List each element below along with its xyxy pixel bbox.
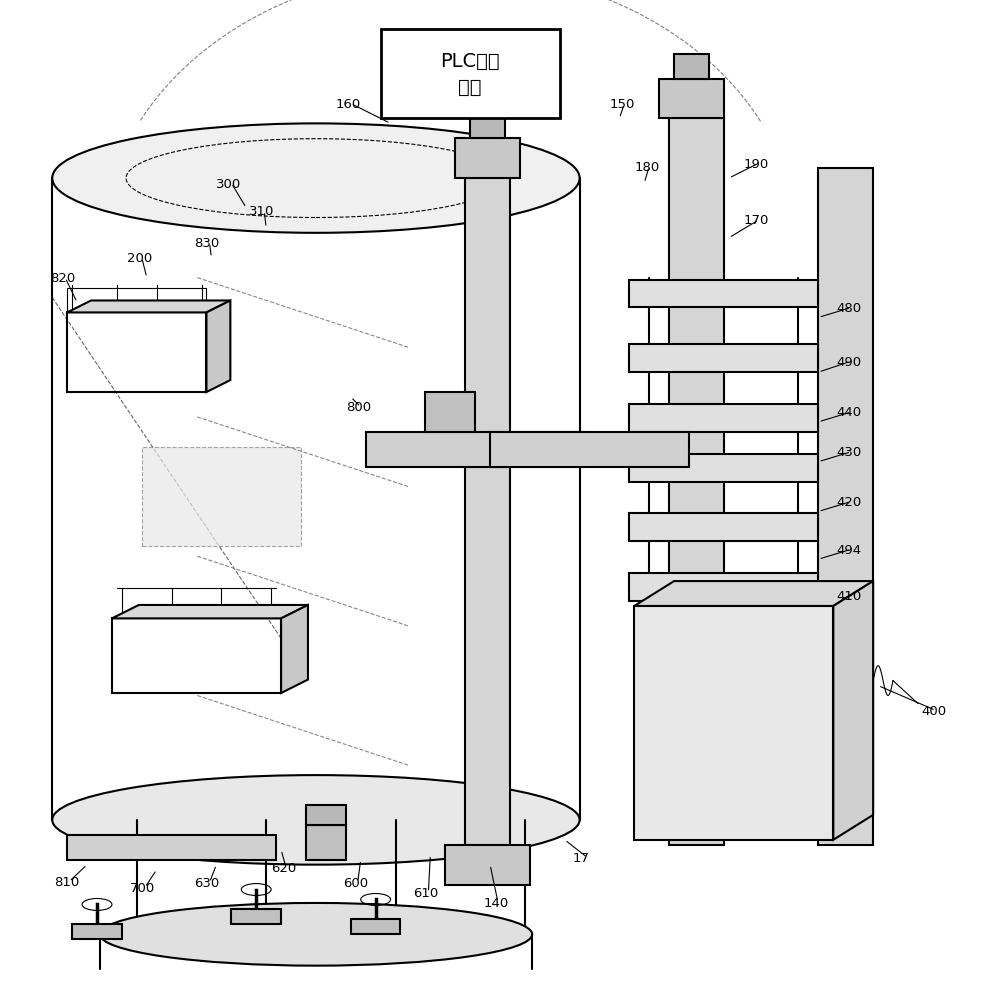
Bar	[629, 345, 818, 373]
Text: PLC控制
系统: PLC控制 系统	[440, 52, 500, 97]
Bar	[629, 574, 818, 601]
Bar	[445, 845, 530, 885]
Text: 480: 480	[836, 301, 861, 315]
Bar	[629, 514, 818, 542]
Text: 430: 430	[836, 445, 862, 459]
Text: 190: 190	[744, 157, 769, 171]
Text: 150: 150	[609, 97, 635, 111]
Polygon shape	[112, 605, 308, 618]
Bar	[306, 805, 346, 825]
Text: 600: 600	[343, 876, 368, 890]
Bar	[629, 405, 818, 432]
Text: 630: 630	[195, 876, 220, 890]
Text: 440: 440	[836, 406, 861, 419]
Ellipse shape	[100, 903, 532, 966]
Text: 310: 310	[249, 205, 275, 219]
Bar	[470, 114, 505, 139]
Text: 420: 420	[836, 495, 862, 509]
Polygon shape	[67, 301, 230, 313]
Text: 17: 17	[573, 851, 590, 865]
Polygon shape	[281, 605, 308, 694]
Polygon shape	[634, 581, 873, 606]
Text: 800: 800	[346, 401, 371, 414]
Bar	[231, 910, 281, 924]
Bar	[67, 313, 206, 393]
Bar	[366, 432, 585, 467]
Bar	[455, 139, 520, 179]
Ellipse shape	[52, 775, 580, 865]
Text: 410: 410	[836, 589, 862, 603]
Text: 180: 180	[634, 160, 660, 174]
Polygon shape	[206, 301, 230, 393]
Bar	[306, 825, 346, 860]
Bar	[67, 835, 276, 860]
Polygon shape	[833, 581, 873, 840]
Bar	[659, 80, 724, 119]
Text: 400: 400	[921, 704, 946, 718]
Ellipse shape	[52, 124, 580, 234]
Text: 830: 830	[195, 237, 220, 250]
Text: 620: 620	[271, 861, 296, 875]
Bar	[72, 924, 122, 939]
Bar	[142, 447, 301, 547]
Text: 494: 494	[836, 543, 861, 557]
Text: 300: 300	[216, 177, 242, 191]
Bar	[669, 119, 724, 845]
Bar	[634, 606, 833, 840]
Text: 490: 490	[836, 355, 861, 369]
Bar	[112, 618, 281, 694]
Text: 140: 140	[483, 896, 508, 910]
Bar	[490, 432, 689, 467]
Text: 700: 700	[130, 881, 155, 895]
Bar	[818, 169, 873, 845]
Text: 810: 810	[54, 875, 79, 889]
Bar	[629, 454, 818, 482]
Bar	[465, 179, 510, 845]
Bar	[674, 55, 709, 80]
Text: 200: 200	[127, 251, 152, 265]
Bar	[629, 280, 818, 308]
FancyBboxPatch shape	[381, 30, 560, 119]
Text: 820: 820	[50, 271, 76, 285]
Bar	[425, 393, 475, 432]
Text: 170: 170	[744, 214, 769, 228]
Bar	[351, 919, 400, 934]
Text: 610: 610	[413, 886, 439, 900]
Text: 160: 160	[336, 97, 361, 111]
